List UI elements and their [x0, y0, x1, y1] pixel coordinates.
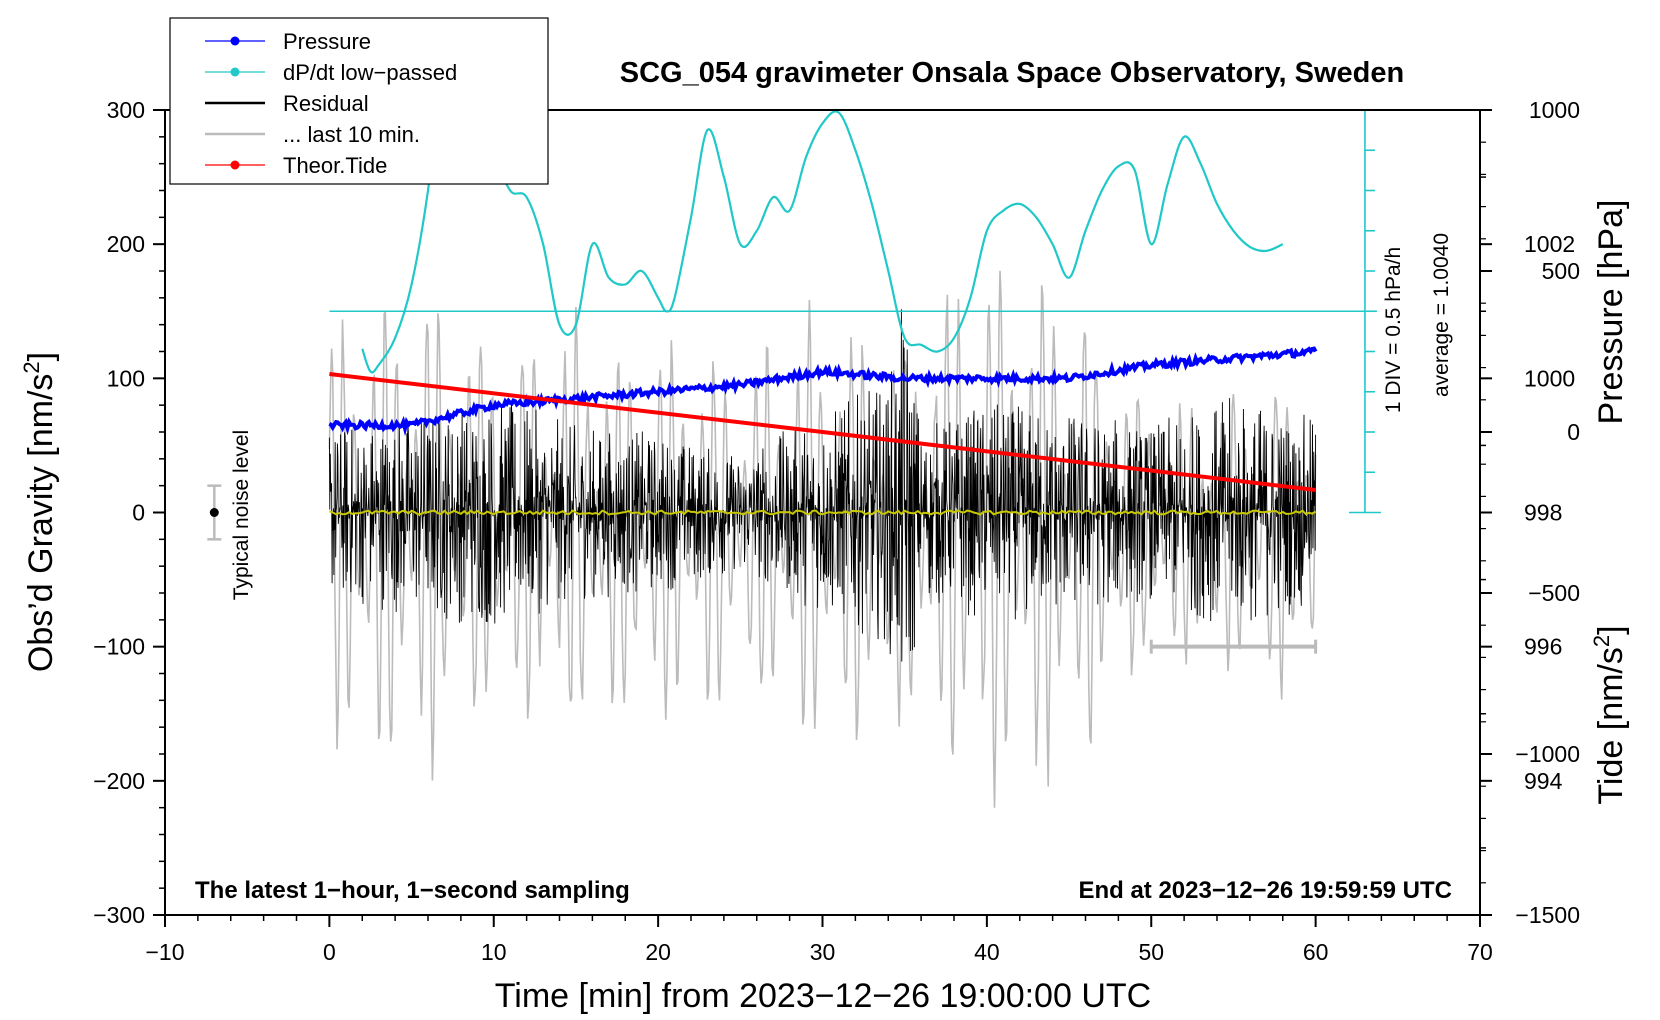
annotation-end-time: End at 2023−12−26 19:59:59 UTC [1078, 877, 1452, 904]
legend-item: Pressure [205, 29, 371, 54]
legend-label: Residual [283, 91, 369, 116]
pressure-tick-label: 1000 [1524, 365, 1575, 391]
y-axis-label-tide-end: ] [1592, 625, 1630, 634]
y-axis-label-tide-text: Tide [nm/s [1592, 647, 1630, 804]
series-residual-mean [329, 509, 1317, 516]
pressure-tick-label: 994 [1524, 768, 1563, 794]
legend-label: Theor.Tide [283, 153, 387, 178]
x-tick-label: 50 [1138, 939, 1164, 965]
x-tick-label: 10 [481, 939, 507, 965]
y-tick-label: 100 [107, 365, 145, 391]
legend-item: ... last 10 min. [205, 122, 420, 147]
x-tick-label: 60 [1303, 939, 1329, 965]
legend-label: ... last 10 min. [283, 122, 420, 147]
tide-tick-label: 500 [1542, 258, 1580, 284]
y-axis-label-left-end: ] [22, 352, 60, 361]
y-axis-label-tide-sup: 2 [1589, 635, 1614, 647]
tide-tick-label: 0 [1567, 419, 1580, 445]
y-tick-label: 0 [132, 500, 145, 526]
x-tick-label: 40 [974, 939, 1000, 965]
tide-tick-label: −1500 [1515, 902, 1580, 928]
y-axis-label-left-text: Obs’d Gravity [nm/s [22, 374, 60, 673]
chart-title: SCG_054 gravimeter Onsala Space Observat… [620, 57, 1404, 89]
y-axis-label-left-sup: 2 [19, 361, 44, 373]
legend-item: Residual [205, 91, 369, 116]
axes: −10 0 10 20 30 40 50 60 70−300−200−1000100200300… [93, 97, 1580, 965]
series-pressure [328, 346, 1318, 437]
y-tick-label: −200 [93, 768, 145, 794]
y-axis-label-tide: Tide [nm/s2] [1589, 625, 1630, 804]
legend-label: Pressure [283, 29, 371, 54]
legend-swatch-marker [230, 160, 240, 170]
y-axis-label-pressure: Pressure [hPa] [1592, 200, 1630, 425]
series-theor-tide [329, 372, 1316, 492]
annotation-div-label: 1 DIV = 0.5 hPa/h [1382, 247, 1405, 413]
pressure-tick-label: 1002 [1524, 231, 1575, 257]
marker-layer [207, 484, 1318, 654]
annotation-noise-label: Typical noise level [230, 430, 253, 600]
x-axis-label: Time [min] from 2023−12−26 19:00:00 UTC [495, 977, 1151, 1015]
tide-tick-label: −500 [1528, 580, 1580, 606]
annotation-average-label: average = 1.0040 [1430, 233, 1453, 397]
x-tick-label: 30 [810, 939, 836, 965]
y-axis-label-left: Obs’d Gravity [nm/s2] [19, 352, 60, 672]
x-tick-label: 20 [645, 939, 671, 965]
x-tick-label: 70 [1467, 939, 1493, 965]
legend-item: Theor.Tide [205, 153, 387, 178]
legend-label: dP/dt low−passed [283, 60, 457, 85]
legend-swatch-marker [230, 36, 240, 46]
x-tick-label: −10 [145, 939, 184, 965]
legend-swatch-marker [230, 67, 240, 77]
legend: Pressure dP/dt low−passed Residual ... last… [169, 17, 549, 185]
y-tick-label: 300 [107, 97, 145, 123]
y-tick-label: −100 [93, 634, 145, 660]
legend-box [169, 17, 549, 185]
legend-item: dP/dt low−passed [205, 60, 457, 85]
x-tick-label: 0 [323, 939, 336, 965]
tide-tick-label: 1000 [1529, 97, 1580, 123]
pressure-tick-label: 998 [1524, 500, 1562, 526]
tide-tick-label: −1000 [1515, 741, 1580, 767]
annotation-sampling: The latest 1−hour, 1−second sampling [195, 877, 630, 904]
y-tick-label: −300 [93, 902, 145, 928]
noise-bar-center [209, 508, 219, 517]
legend-rows: Pressure dP/dt low−passed Residual ... last… [205, 29, 457, 178]
pressure-tick-label: 996 [1524, 634, 1562, 660]
y-tick-label: 200 [107, 231, 145, 257]
